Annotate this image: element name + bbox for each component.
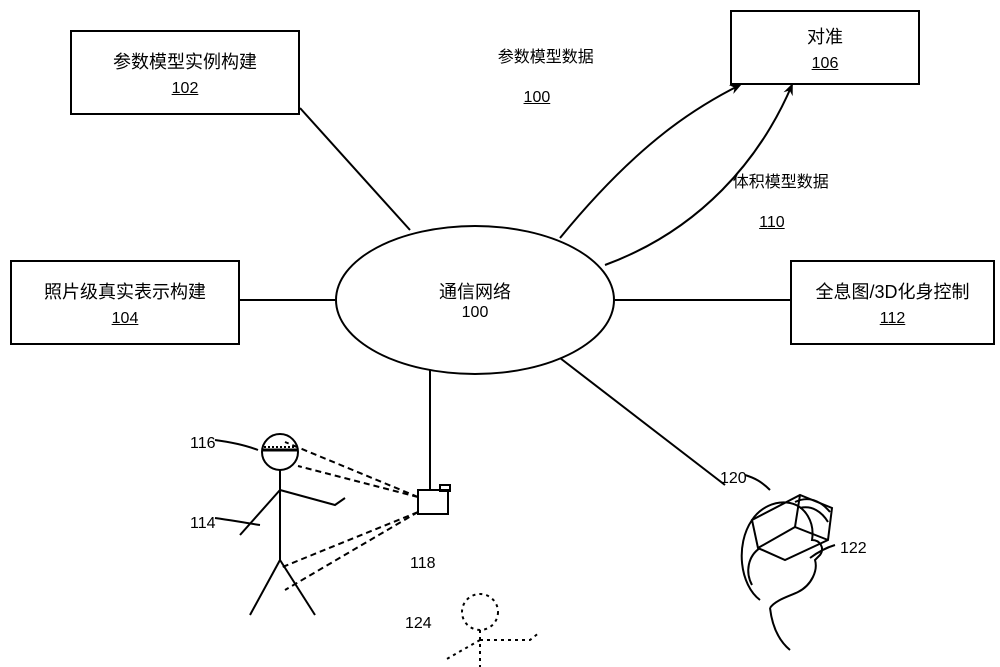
edge-label-volume-data: 体积模型数据 110 [715,150,829,268]
person-right [742,495,832,650]
node-photoreal-build: 照片级真实表示构建 104 [10,260,240,345]
ref-camera: 118 [410,555,436,573]
person-left [240,434,345,615]
edge-label-ref: 110 [715,214,829,232]
diagram-stage: 参数模型实例构建 102 照片级真实表示构建 104 对准 106 全息图/3D… [0,0,1000,667]
node-ref: 104 [112,310,139,328]
ref-person-right: 122 [840,540,867,558]
edge-label-ref: 100 [480,89,594,107]
node-param-model-build: 参数模型实例构建 102 [70,30,300,115]
edge-label-text: 参数模型数据 [498,49,594,66]
ref-avatar: 124 [405,615,432,633]
node-ref: 100 [462,304,489,322]
ref-person-left: 114 [190,515,216,533]
node-title: 对准 [807,23,843,49]
ref-headset-left: 116 [190,435,216,453]
node-ref: 106 [812,55,839,73]
node-hologram-control: 全息图/3D化身控制 112 [790,260,995,345]
node-title: 参数模型实例构建 [113,48,257,74]
node-title: 照片级真实表示构建 [44,278,206,304]
node-title: 通信网络 [439,278,511,304]
ref-headset-right: 120 [720,470,747,488]
avatar-dotted [445,594,540,667]
camera-icon [418,485,450,514]
edge-label-text: 体积模型数据 [733,174,829,191]
edge-label-param-data: 参数模型数据 100 [480,25,594,143]
node-ref: 112 [880,310,906,328]
node-comm-network: 通信网络 100 [335,225,615,375]
node-align: 对准 106 [730,10,920,85]
node-ref: 102 [172,80,199,98]
node-title: 全息图/3D化身控制 [815,278,969,304]
